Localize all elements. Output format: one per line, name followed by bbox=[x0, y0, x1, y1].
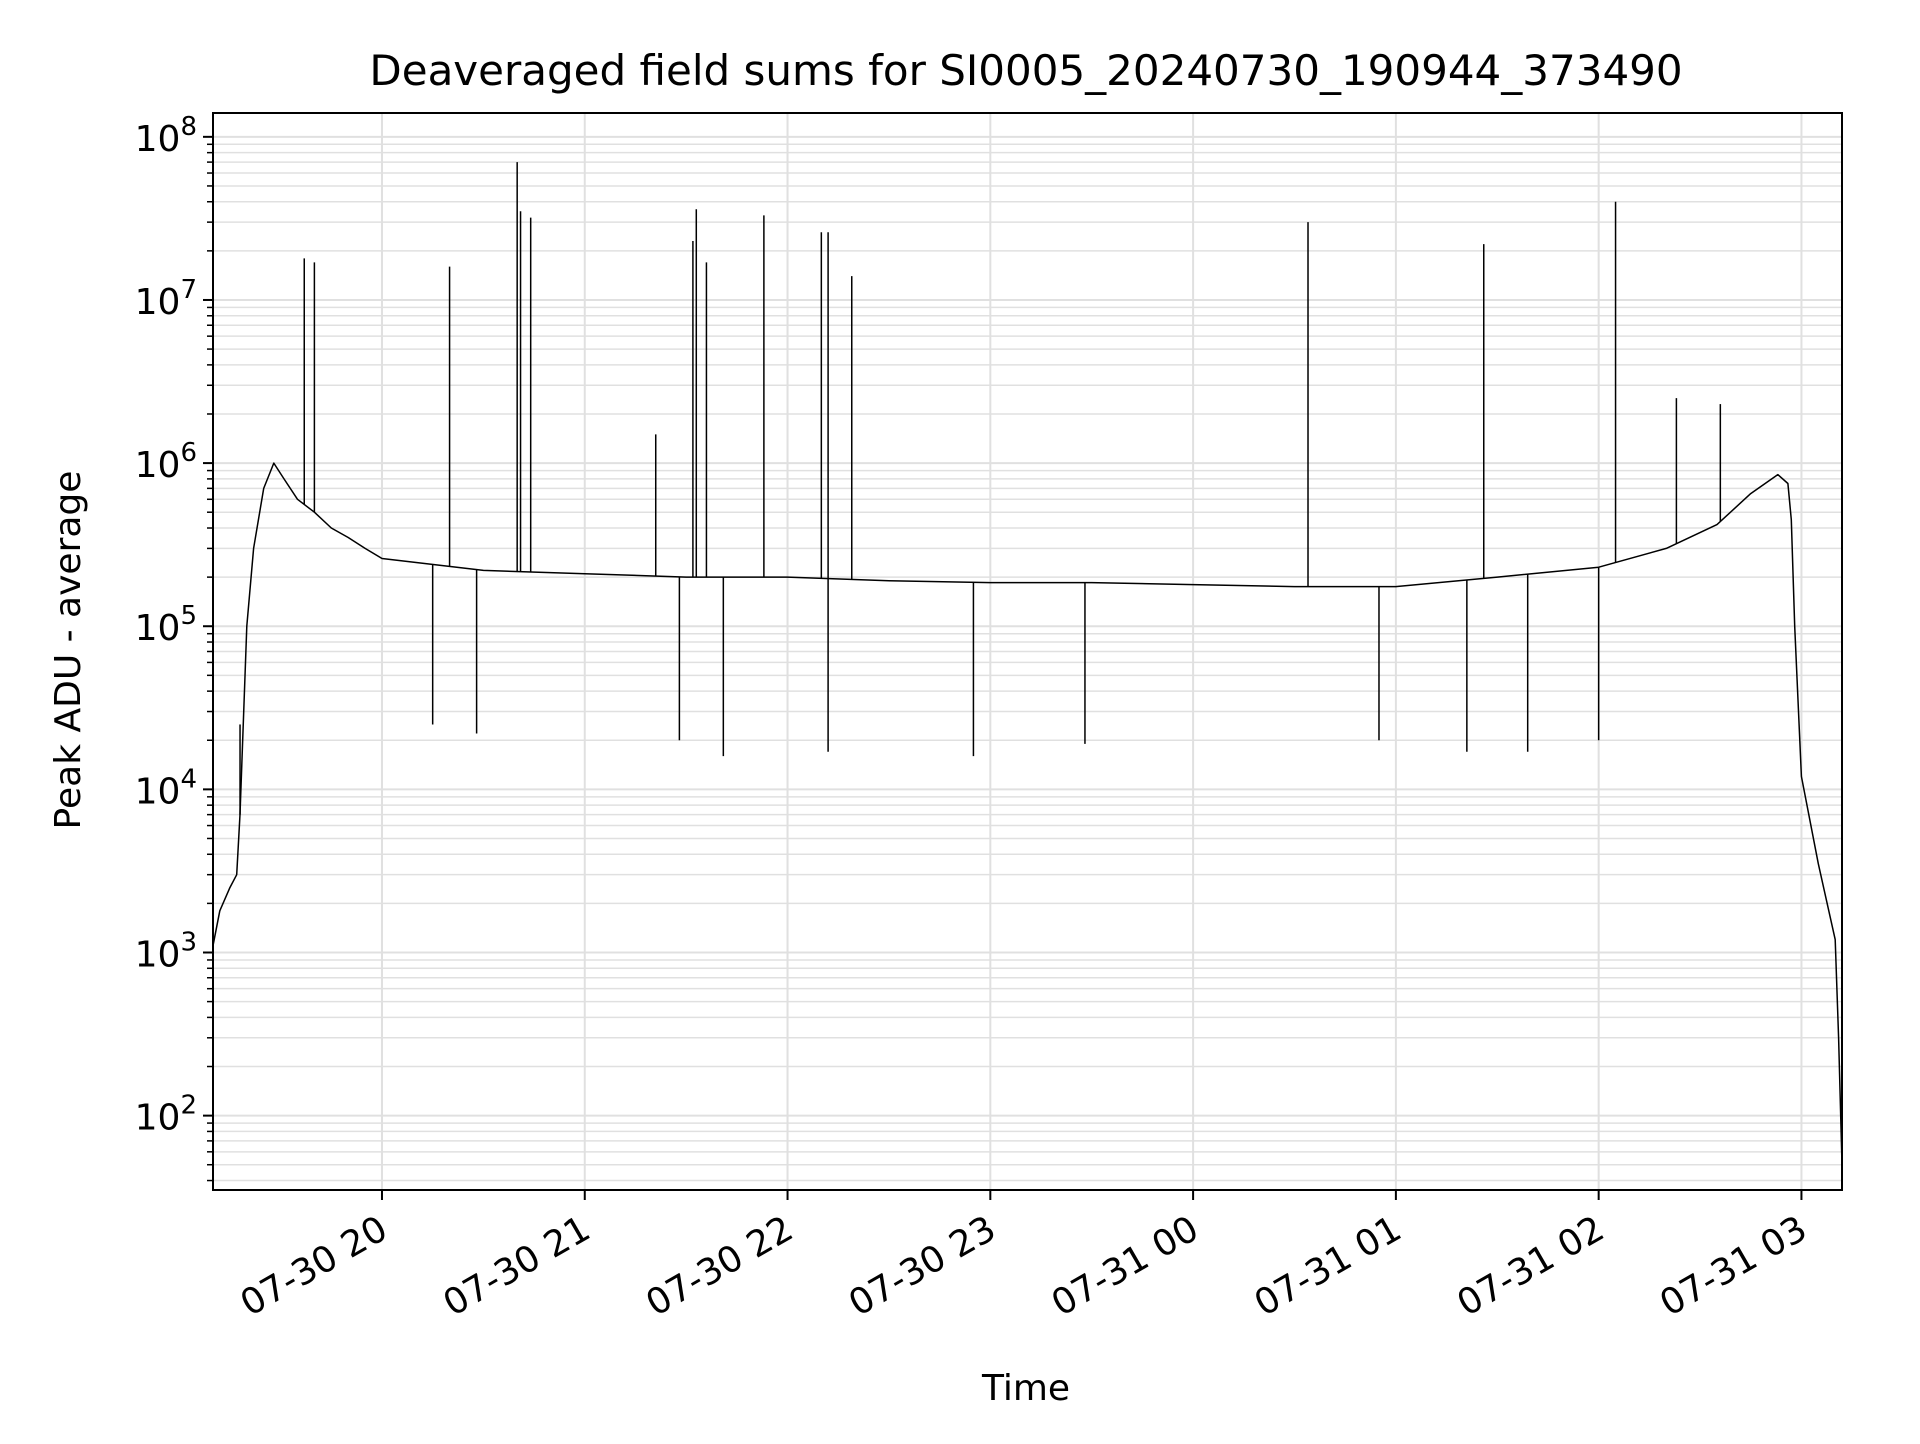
x-tick-label: 07-31 01 bbox=[1248, 1208, 1409, 1324]
y-tick-label: 102 bbox=[135, 1091, 197, 1139]
x-tick-label: 07-30 20 bbox=[234, 1208, 395, 1324]
x-tick-label: 07-30 23 bbox=[842, 1208, 1003, 1324]
y-tick-label: 108 bbox=[135, 112, 197, 160]
x-tick-label: 07-30 21 bbox=[437, 1208, 598, 1324]
series-line bbox=[212, 462, 1843, 1165]
y-axis: 102 103 104 105 106 107 108 bbox=[135, 112, 213, 1182]
plot-area bbox=[212, 162, 1843, 1165]
x-tick-label: 07-31 00 bbox=[1045, 1208, 1206, 1324]
x-axis-label: Time bbox=[981, 1368, 1070, 1409]
grid bbox=[213, 113, 1842, 1190]
y-tick-label: 103 bbox=[135, 927, 197, 975]
y-tick-label: 107 bbox=[135, 275, 197, 323]
x-axis: 07-30 20 07-30 21 07-30 22 07-30 23 07-31 00… bbox=[234, 1190, 1814, 1325]
x-tick-label: 07-30 22 bbox=[639, 1208, 800, 1324]
x-tick-label: 07-31 03 bbox=[1653, 1208, 1814, 1324]
y-axis-label: Peak ADU - average bbox=[48, 471, 89, 830]
x-tick-label: 07-31 02 bbox=[1450, 1208, 1611, 1324]
y-tick-label: 106 bbox=[135, 438, 197, 486]
chart-title: Deaveraged field sums for SI0005_2024073… bbox=[369, 46, 1682, 95]
y-tick-label: 104 bbox=[135, 764, 197, 812]
y-tick-label: 105 bbox=[135, 601, 197, 649]
